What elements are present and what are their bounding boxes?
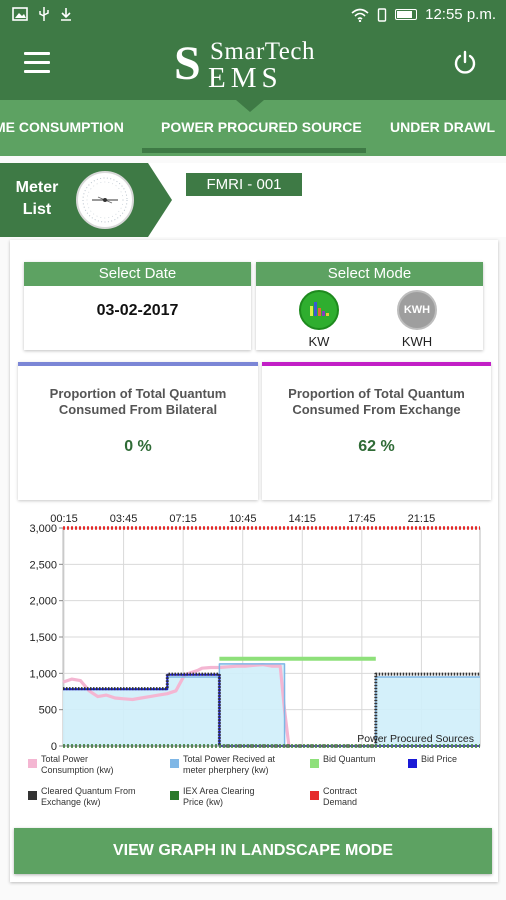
notification-icons <box>12 7 72 21</box>
legend-swatch <box>310 759 319 768</box>
series-line-4 <box>63 672 480 748</box>
selected-meter-chip[interactable]: FMRI - 001 <box>186 173 302 196</box>
mode-kw-option[interactable]: KW <box>289 290 349 349</box>
status-bar: 12:55 p.m. <box>0 0 506 30</box>
select-mode-header: Select Mode <box>256 262 483 286</box>
x-tick-label: 17:45 <box>348 513 376 525</box>
series-line-0 <box>62 663 291 747</box>
tab-consumption[interactable]: ME CONSUMPTION <box>0 119 124 135</box>
tab-under-drawl[interactable]: UNDER DRAWL <box>390 119 495 135</box>
legend-label: Total Power Consumption (kw) <box>41 754 114 775</box>
legend-label: Bid Quantum <box>323 754 376 764</box>
kwh-icon: KWH <box>397 290 437 330</box>
bilateral-accent-bar <box>18 362 258 366</box>
chart-annotation: Power Procured Sources <box>357 733 474 745</box>
y-tick-label: 0 <box>51 741 57 753</box>
legend-swatch <box>170 759 179 768</box>
select-mode-box: Select Mode KW KWH KWH <box>256 262 483 350</box>
x-tick-label: 07:15 <box>169 513 197 525</box>
x-tick-label: 03:45 <box>110 513 138 525</box>
mode-kw-label: KW <box>308 334 330 349</box>
legend-swatch <box>408 759 417 768</box>
active-tab-indicator <box>142 148 366 153</box>
date-value[interactable]: 03-02-2017 <box>96 302 179 319</box>
status-time: 12:55 p.m. <box>425 6 496 23</box>
y-tick-label: 3,000 <box>29 523 57 535</box>
x-tick-label: 00:15 <box>50 513 78 525</box>
x-tick-label: 10:45 <box>229 513 257 525</box>
select-date-header: Select Date <box>24 262 251 286</box>
power-procured-chart[interactable]: 00:15 03:45 07:15 10:45 14:15 17:45 21:15 0 500 1… <box>14 508 492 820</box>
meter-dial-icon <box>76 171 134 229</box>
gallery-icon <box>12 7 28 21</box>
y-tick-label: 1,000 <box>29 668 57 680</box>
legend-swatch <box>310 791 319 800</box>
select-date-box[interactable]: Select Date 03-02-2017 <box>24 262 251 350</box>
legend-swatch <box>170 791 179 800</box>
bilateral-proportion-card: Proportion of Total Quantum Consumed Fro… <box>18 362 258 500</box>
exchange-title: Proportion of Total Quantum Consumed Fro… <box>288 386 465 417</box>
kw-chart-icon <box>299 290 339 330</box>
usb-icon <box>39 7 49 21</box>
mode-kwh-option[interactable]: KWH KWH <box>387 290 447 349</box>
x-tick-label: 14:15 <box>289 513 317 525</box>
logo-text-line1: SmarTech <box>210 38 315 65</box>
exchange-proportion-card: Proportion of Total Quantum Consumed Fro… <box>262 362 491 500</box>
exchange-accent-bar <box>262 362 491 366</box>
legend-label: Bid Price <box>421 754 457 764</box>
bilateral-value: 0 % <box>124 438 152 455</box>
vibrate-icon <box>377 7 387 22</box>
legend-swatch <box>28 759 37 768</box>
legend-swatch <box>28 791 37 800</box>
y-tick-label: 2,500 <box>29 559 57 571</box>
y-tick-label: 500 <box>39 705 57 717</box>
meter-list-button[interactable]: Meter List <box>0 163 172 237</box>
meter-strip: Meter List FMRI - 001 <box>0 163 506 237</box>
mode-kwh-label: KWH <box>401 334 433 349</box>
active-tab-pointer <box>236 100 264 112</box>
logo-text-line2: EMS <box>208 62 283 94</box>
x-tick-label: 21:15 <box>408 513 436 525</box>
tab-power-procured-source[interactable]: POWER PROCURED SOURCE <box>161 119 362 135</box>
logo-mark: S <box>174 37 201 90</box>
wifi-icon <box>351 8 369 22</box>
legend-label: Contract Demand <box>323 786 358 807</box>
exchange-value: 62 % <box>358 438 395 455</box>
app-logo: S SmarTech EMS <box>172 36 342 94</box>
y-tick-label: 1,500 <box>29 632 57 644</box>
download-icon <box>61 8 71 21</box>
app-bar: S SmarTech EMS <box>0 30 506 100</box>
power-icon[interactable] <box>452 50 478 76</box>
meter-list-label: Meter List <box>15 179 59 218</box>
legend-label: Total Power Recived at meter pherphery (k… <box>183 754 276 775</box>
legend-label: Cleared Quantum From Exchange (kw) <box>41 786 136 807</box>
bilateral-title: Proportion of Total Quantum Consumed Fro… <box>49 386 227 417</box>
y-tick-label: 2,000 <box>29 596 57 608</box>
battery-icon <box>395 9 418 20</box>
hamburger-menu-icon[interactable] <box>24 52 50 74</box>
view-landscape-button[interactable]: VIEW GRAPH IN LANDSCAPE MODE <box>14 828 492 874</box>
legend-label: IEX Area Clearing Price (kw) <box>183 786 255 807</box>
received-power-area <box>63 663 480 746</box>
